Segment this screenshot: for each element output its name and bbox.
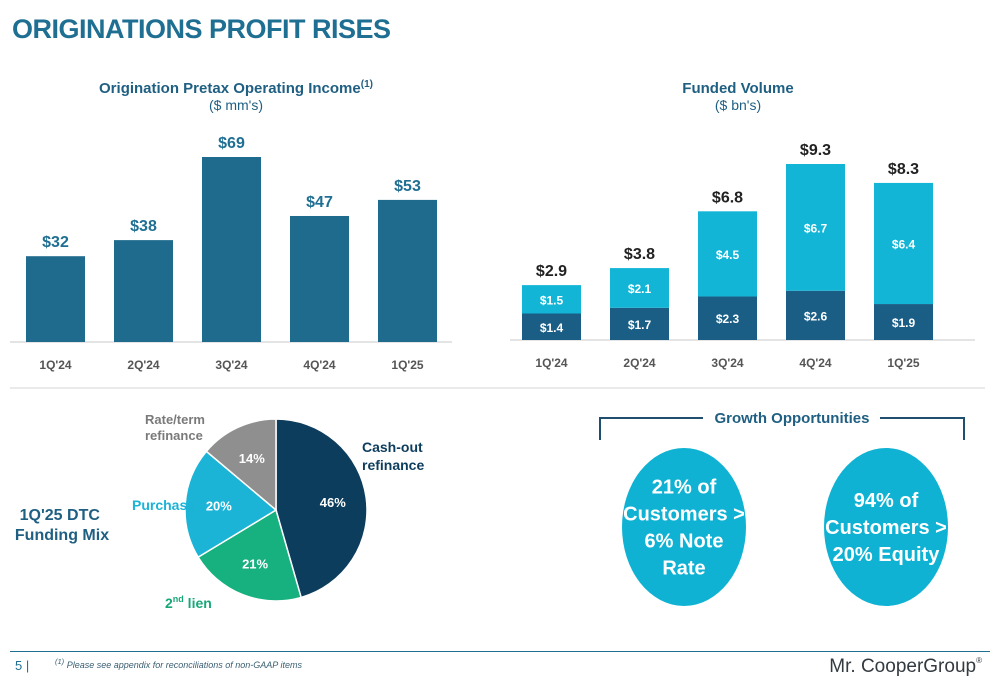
income-chart-title-sup: (1) [361, 79, 373, 90]
income-bar [202, 157, 261, 342]
company-logo: Mr. CooperGroup® [829, 656, 982, 677]
growth-bubble-text: Rate [662, 558, 705, 580]
footnote-mark: (1) [55, 657, 65, 666]
page-number: 5 | [15, 658, 30, 673]
growth-bubble-text: 94% of [854, 490, 919, 512]
funded-top-label: $2.1 [628, 282, 652, 296]
funded-bottom-label: $1.4 [540, 321, 564, 335]
growth-bubble [622, 448, 746, 606]
funded-total-label: $6.8 [712, 189, 743, 206]
pie-label-rateterm: Rate/term refinance [145, 412, 209, 443]
income-x-tick: 1Q'25 [391, 358, 424, 372]
funded-total-label: $3.8 [624, 246, 655, 263]
income-data-label: $53 [394, 178, 421, 195]
main-canvas: Origination Pretax Operating Income(1) (… [10, 79, 985, 611]
pie-chart-title: 1Q'25 DTC Funding Mix [15, 507, 109, 544]
funded-bar-bottom [874, 304, 933, 340]
income-data-label: $47 [306, 194, 333, 211]
growth-bubble-text: 6% Note [645, 531, 724, 553]
income-bar [26, 256, 85, 342]
funded-bar-top [522, 285, 581, 314]
footnote-text: Please see appendix for reconciliations … [66, 660, 302, 670]
funded-x-tick: 4Q'24 [799, 356, 832, 370]
funded-x-tick: 1Q'25 [887, 356, 920, 370]
growth-bracket-right [880, 417, 965, 440]
funded-bottom-label: $2.3 [716, 312, 740, 326]
logo-registered-mark: ® [976, 656, 982, 665]
funded-bar-bottom [522, 313, 581, 340]
funded-bar-bottom [786, 290, 845, 340]
funded-x-tick: 1Q'24 [535, 356, 568, 370]
growth-bubble-text: Customers > [825, 517, 947, 539]
income-x-tick: 2Q'24 [127, 358, 160, 372]
funded-top-label: $4.5 [716, 248, 740, 262]
funded-chart-subtitle: ($ bn's) [715, 97, 761, 113]
income-data-label: $69 [218, 135, 245, 152]
income-chart-subtitle: ($ mm's) [209, 97, 263, 113]
pie-slice-label: 46% [320, 495, 346, 510]
pie-label-2ndlien: 2nd lien [165, 594, 212, 611]
income-x-tick: 3Q'24 [215, 358, 248, 372]
funded-bar-bottom [610, 307, 669, 340]
pie-slice [184, 450, 278, 559]
growth-bubble-text: 21% of [652, 477, 717, 499]
pie-slice-label: 14% [239, 451, 265, 466]
footer-rule [10, 651, 990, 652]
footnote: (1) Please see appendix for reconciliati… [55, 657, 302, 670]
income-bar [114, 240, 173, 342]
funded-total-label: $9.3 [800, 142, 831, 159]
growth-bubble-text: Customers > [623, 504, 745, 526]
pie-title-line1: 1Q'25 DTC [20, 507, 101, 524]
funded-top-label: $6.4 [892, 237, 916, 251]
funded-chart-title: Funded Volume [682, 80, 793, 97]
funded-total-label: $2.9 [536, 263, 567, 280]
page-title: ORIGINATIONS PROFIT RISES [12, 14, 391, 44]
growth-bracket-left [599, 417, 703, 440]
funded-bottom-label: $1.9 [892, 316, 916, 330]
pie-label-cashout: Cash-out refinance [362, 439, 427, 473]
income-data-label: $32 [42, 234, 69, 251]
income-chart-title: Origination Pretax Operating Income(1) [99, 79, 373, 97]
funded-top-label: $6.7 [804, 221, 828, 235]
funded-bar-top [610, 268, 669, 308]
funded-top-label: $1.5 [540, 293, 564, 307]
income-x-tick: 4Q'24 [303, 358, 336, 372]
income-bar [378, 199, 437, 342]
funded-x-tick: 3Q'24 [711, 356, 744, 370]
pie-slice [275, 418, 368, 599]
funded-bar-top [698, 211, 757, 297]
pie-title-line2: Funding Mix [15, 527, 109, 544]
pie-slice-label: 21% [242, 556, 268, 571]
growth-title: Growth Opportunities [715, 410, 870, 427]
pie-slice-label: 20% [206, 499, 232, 514]
income-data-label: $38 [130, 218, 157, 235]
pie-slice [205, 418, 277, 512]
funded-bottom-label: $1.7 [628, 318, 652, 332]
funded-bottom-label: $2.6 [804, 309, 828, 323]
income-x-tick: 1Q'24 [39, 358, 72, 372]
funded-bar-top [874, 182, 933, 305]
growth-bubble-text: 20% Equity [833, 544, 941, 566]
funded-bar-bottom [698, 296, 757, 340]
pie-slice [197, 508, 303, 602]
pie-label-purchase: Purchase [132, 497, 195, 513]
growth-bubble [824, 448, 948, 606]
funded-total-label: $8.3 [888, 161, 919, 178]
funded-x-tick: 2Q'24 [623, 356, 656, 370]
income-bar [290, 215, 349, 342]
funded-bar-top [786, 164, 845, 291]
